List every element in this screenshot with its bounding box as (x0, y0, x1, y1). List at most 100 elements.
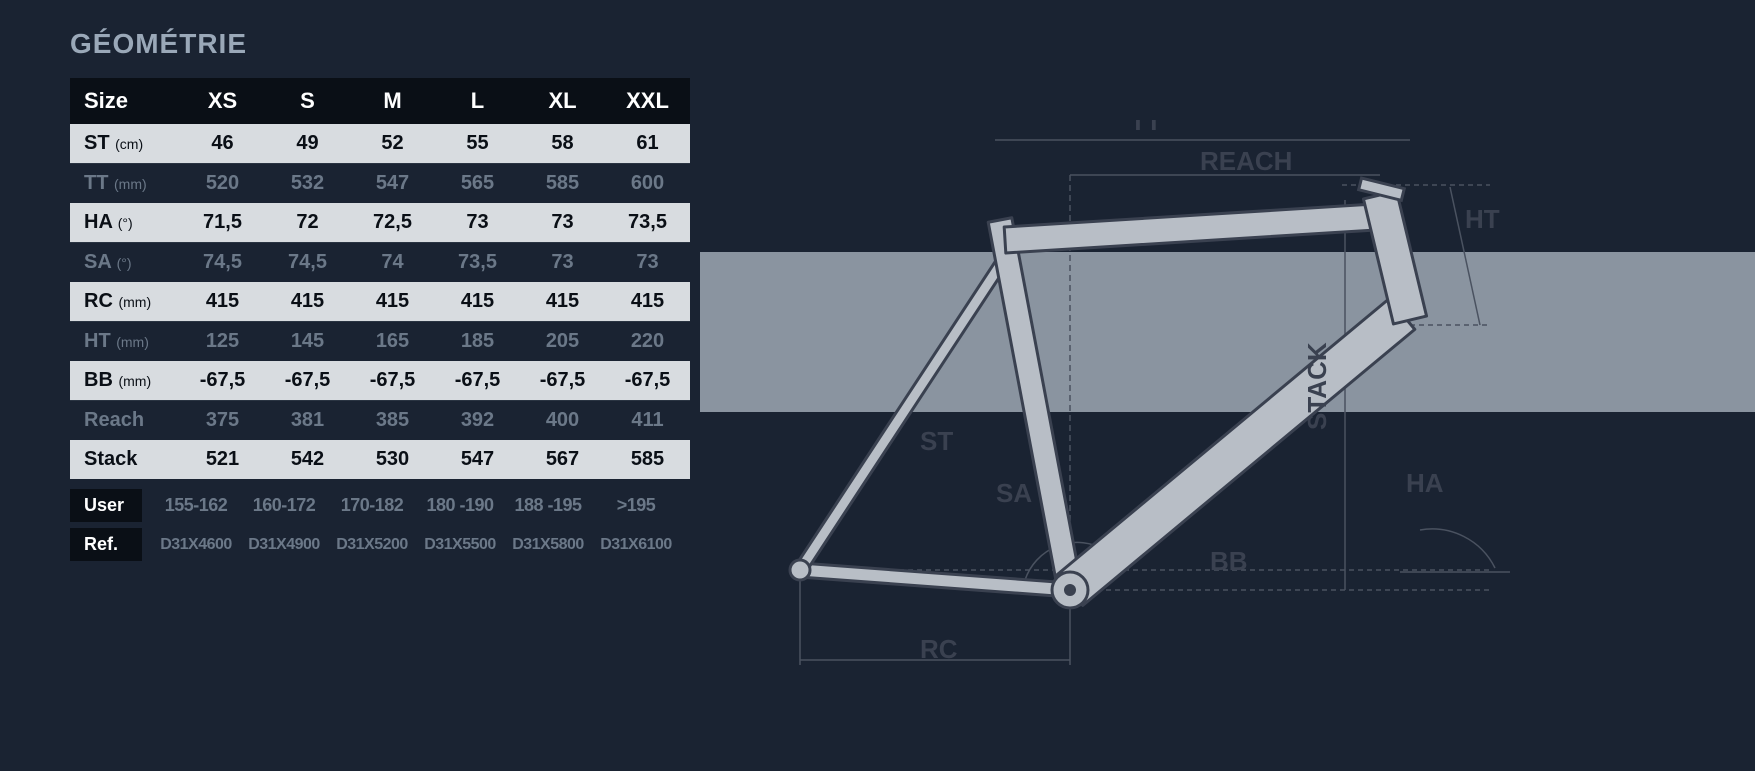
row-label: SA (°) (70, 243, 180, 283)
cell: 385 (350, 401, 435, 441)
cell: -67,5 (350, 361, 435, 401)
cell: 46 (180, 124, 265, 164)
ref-value: D31X5800 (504, 536, 592, 554)
header-size: Size (70, 78, 180, 124)
cell: 73,5 (435, 243, 520, 283)
cell: 392 (435, 401, 520, 441)
header-col: XL (520, 78, 605, 124)
row-label: HT (mm) (70, 322, 180, 362)
cell: 72,5 (350, 203, 435, 243)
geometry-diagram: TTREACHHTSTSASTACKHABBRC (770, 120, 1520, 720)
row-label: Stack (70, 440, 180, 479)
table-row: SA (°)74,574,57473,57373 (70, 243, 690, 283)
user-value: 160-172 (240, 495, 328, 516)
cell: 547 (350, 164, 435, 204)
footer-rows: User 155-162160-172170-182180 -190188 -1… (70, 489, 690, 561)
row-label: RC (mm) (70, 282, 180, 322)
header-col: M (350, 78, 435, 124)
cell: 600 (605, 164, 690, 204)
cell: 530 (350, 440, 435, 479)
cell: 125 (180, 322, 265, 362)
diagram-label-rc: RC (920, 634, 958, 664)
table-row: HT (mm)125145165185205220 (70, 322, 690, 362)
row-label: Reach (70, 401, 180, 441)
cell: 415 (435, 282, 520, 322)
user-label: User (70, 489, 142, 522)
cell: 415 (605, 282, 690, 322)
cell: 547 (435, 440, 520, 479)
cell: 185 (435, 322, 520, 362)
cell: 72 (265, 203, 350, 243)
diagram-label-reach: REACH (1200, 146, 1292, 176)
user-value: 155-162 (152, 495, 240, 516)
ref-value: D31X5200 (328, 536, 416, 554)
cell: 49 (265, 124, 350, 164)
cell: 381 (265, 401, 350, 441)
cell: 411 (605, 401, 690, 441)
cell: -67,5 (435, 361, 520, 401)
diagram-label-tt: TT (1130, 120, 1162, 136)
cell: -67,5 (265, 361, 350, 401)
ref-value: D31X5500 (416, 536, 504, 554)
cell: 73 (520, 243, 605, 283)
row-label: TT (mm) (70, 164, 180, 204)
user-value: 180 -190 (416, 495, 504, 516)
table-header-row: SizeXSSMLXLXXL (70, 78, 690, 124)
user-value: >195 (592, 495, 680, 516)
cell: 521 (180, 440, 265, 479)
row-label: ST (cm) (70, 124, 180, 164)
cell: 58 (520, 124, 605, 164)
ref-value: D31X4600 (152, 536, 240, 554)
cell: 73 (520, 203, 605, 243)
diagram-label-bb: BB (1210, 546, 1248, 576)
ref-values: D31X4600D31X4900D31X5200D31X5500D31X5800… (152, 536, 680, 554)
cell: 585 (605, 440, 690, 479)
cell: 73 (605, 243, 690, 283)
cell: 73,5 (605, 203, 690, 243)
header-col: L (435, 78, 520, 124)
cell: 165 (350, 322, 435, 362)
cell: 542 (265, 440, 350, 479)
cell: -67,5 (520, 361, 605, 401)
cell: 145 (265, 322, 350, 362)
ref-row: Ref. D31X4600D31X4900D31X5200D31X5500D31… (70, 528, 690, 561)
cell: 55 (435, 124, 520, 164)
table-row: RC (mm)415415415415415415 (70, 282, 690, 322)
cell: 52 (350, 124, 435, 164)
table-body: ST (cm)464952555861TT (mm)52053254756558… (70, 124, 690, 479)
header-col: S (265, 78, 350, 124)
cell: 71,5 (180, 203, 265, 243)
cell: 415 (350, 282, 435, 322)
diagram-label-sa: SA (996, 478, 1032, 508)
table-row: Stack 521542530547567585 (70, 440, 690, 479)
table-row: ST (cm)464952555861 (70, 124, 690, 164)
cell: 415 (180, 282, 265, 322)
cell: 567 (520, 440, 605, 479)
user-value: 170-182 (328, 495, 416, 516)
ref-value: D31X6100 (592, 536, 680, 554)
user-row: User 155-162160-172170-182180 -190188 -1… (70, 489, 690, 522)
cell: 520 (180, 164, 265, 204)
user-values: 155-162160-172170-182180 -190188 -195>19… (152, 495, 680, 516)
cell: 415 (265, 282, 350, 322)
geometry-table: SizeXSSMLXLXXL ST (cm)464952555861TT (mm… (70, 78, 690, 479)
table-row: HA (°)71,57272,5737373,5 (70, 203, 690, 243)
geometry-table-container: SizeXSSMLXLXXL ST (cm)464952555861TT (mm… (70, 78, 690, 567)
cell: 61 (605, 124, 690, 164)
cell: 400 (520, 401, 605, 441)
diagram-label-st: ST (920, 426, 953, 456)
cell: 375 (180, 401, 265, 441)
header-col: XS (180, 78, 265, 124)
ref-label: Ref. (70, 528, 142, 561)
diagram-label-stack: STACK (1302, 342, 1332, 430)
cell: 74,5 (180, 243, 265, 283)
table-row: BB (mm)-67,5-67,5-67,5-67,5-67,5-67,5 (70, 361, 690, 401)
page-title: GÉOMÉTRIE (70, 28, 247, 60)
cell: 565 (435, 164, 520, 204)
cell: -67,5 (180, 361, 265, 401)
row-label: BB (mm) (70, 361, 180, 401)
row-label: HA (°) (70, 203, 180, 243)
cell: 585 (520, 164, 605, 204)
frame-svg: TTREACHHTSTSASTACKHABBRC (770, 120, 1520, 720)
cell: 74,5 (265, 243, 350, 283)
